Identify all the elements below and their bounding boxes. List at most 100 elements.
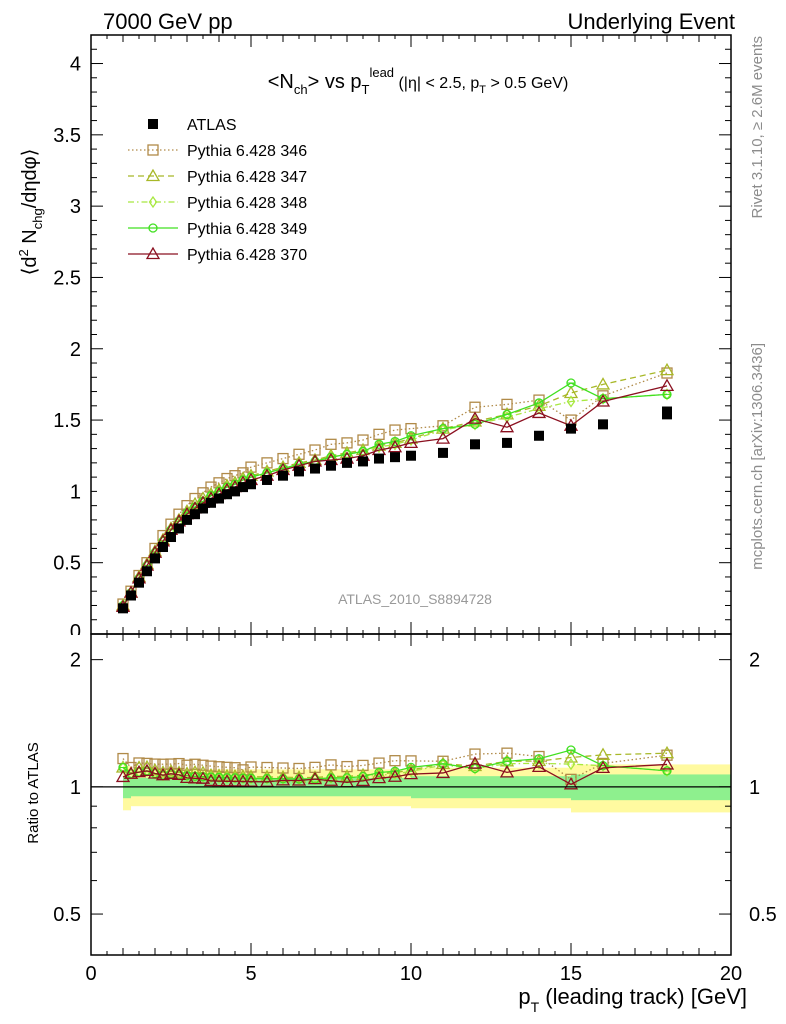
data-point-ratio <box>531 753 547 767</box>
data-point-ratio <box>230 771 240 785</box>
data-point-ratio <box>387 769 403 782</box>
legend-marker <box>148 119 158 129</box>
ratio-y-tick-label-right: 2 <box>749 650 760 672</box>
legend-label: Pythia 6.428 370 <box>187 247 307 264</box>
data-point-ratio <box>179 770 195 784</box>
data-point-ratio <box>245 761 257 773</box>
data-point-ratio <box>406 765 416 778</box>
data-point-atlas <box>214 493 224 504</box>
legend-label: Pythia 6.428 348 <box>187 195 307 212</box>
data-point-atlas <box>358 456 368 467</box>
data-point-ratio <box>118 761 128 774</box>
data-point-atlas <box>118 603 128 614</box>
data-point-ratio <box>227 774 243 787</box>
data-point-ratio <box>198 770 208 783</box>
data-point-atlas <box>134 577 144 588</box>
data-point-ratio <box>211 773 227 787</box>
data-point-ratio <box>291 773 307 786</box>
data-point-ratio <box>139 763 155 777</box>
x-tick-label: 20 <box>720 963 742 985</box>
rivet-version-label: Rivet 3.1.10, ≥ 2.6M events <box>749 36 766 219</box>
data-point-atlas <box>470 439 480 450</box>
series-layer <box>115 362 675 790</box>
data-point-atlas <box>166 532 176 543</box>
data-point-ratio <box>189 758 201 770</box>
series-pythia-6.428-346 <box>117 367 673 786</box>
data-point-main <box>595 377 611 390</box>
y-tick-label: 0 <box>70 621 81 643</box>
data-point-ratio <box>325 759 337 771</box>
data-point-ratio <box>595 747 611 761</box>
y-tick-label: 3 <box>70 196 81 218</box>
data-point-ratio <box>563 777 579 790</box>
data-point-ratio <box>197 759 209 771</box>
ratio-y-axis-label: Ratio to ATLAS <box>25 742 42 843</box>
header-left: 7000 GeV pp <box>103 9 233 34</box>
data-point-main <box>659 378 675 391</box>
data-point-ratio <box>155 767 171 781</box>
header-right: Underlying Event <box>567 9 735 34</box>
data-point-main <box>531 405 547 419</box>
data-point-ratio <box>595 760 611 774</box>
data-point-ratio <box>235 774 251 787</box>
x-tick-label: 10 <box>400 963 422 985</box>
main-y-axis-label: ⟨d2 Nchg/dηdφ⟩ <box>16 149 45 276</box>
data-point-ratio <box>355 773 371 787</box>
data-point-atlas <box>262 474 272 485</box>
ratio-y-tick-label-right: 0.5 <box>749 904 777 926</box>
data-point-atlas <box>150 553 160 564</box>
data-point-atlas <box>206 497 216 508</box>
data-point-atlas <box>174 523 184 534</box>
data-point-ratio <box>659 745 675 759</box>
data-point-atlas <box>190 509 200 520</box>
main-title: <Nch> vs pTlead (|η| < 2.5, pT > 0.5 GeV… <box>268 65 569 97</box>
data-point-atlas <box>246 479 256 490</box>
data-point-ratio <box>203 773 219 787</box>
data-point-main <box>659 362 675 376</box>
data-point-ratio <box>275 773 291 786</box>
svg-text:<Nch> vs pTlead (|η| < 2.5, pT: <Nch> vs pTlead (|η| < 2.5, pT > 0.5 GeV… <box>268 65 569 97</box>
data-point-ratio <box>659 757 675 770</box>
data-point-ratio <box>467 756 483 769</box>
ratio-y-tick-label-left: 1 <box>70 777 81 799</box>
data-point-ratio <box>243 774 259 787</box>
data-point-ratio <box>123 766 139 779</box>
data-point-atlas <box>222 489 232 500</box>
data-point-ratio <box>131 764 147 778</box>
data-point-ratio <box>195 771 211 784</box>
series-pythia-6.428-348 <box>118 388 672 786</box>
data-point-ratio <box>187 771 203 784</box>
data-point-main <box>435 431 451 444</box>
data-point-ratio <box>563 750 579 763</box>
data-point-ratio <box>371 770 387 784</box>
data-point-atlas <box>342 457 352 468</box>
legend-marker <box>145 168 161 182</box>
x-axis-label: pT (leading track) [GeV] <box>518 984 747 1015</box>
ratio-y-tick-label-left: 2 <box>70 650 81 672</box>
data-point-ratio <box>147 762 163 776</box>
data-point-main <box>534 402 544 415</box>
data-point-atlas <box>534 430 544 441</box>
data-point-atlas <box>374 453 384 464</box>
data-point-ratio <box>222 771 232 784</box>
y-tick-label: 1.5 <box>53 410 81 432</box>
data-point-ratio <box>139 759 155 773</box>
data-point-ratio <box>246 772 256 785</box>
data-point-ratio <box>214 771 224 784</box>
data-point-atlas <box>310 463 320 474</box>
data-point-ratio <box>307 771 323 785</box>
y-tick-label: 2.5 <box>53 267 81 289</box>
svg-text:pT (leading track) [GeV]: pT (leading track) [GeV] <box>518 984 747 1015</box>
data-point-ratio <box>262 772 272 785</box>
y-tick-label: 4 <box>70 54 81 76</box>
legend-label: Pythia 6.428 347 <box>187 169 307 186</box>
data-point-main <box>469 401 481 413</box>
ratio-y-tick-label-right: 1 <box>749 777 760 799</box>
data-point-atlas <box>598 419 608 430</box>
y-tick-label: 0.5 <box>53 553 81 575</box>
data-point-atlas <box>142 566 152 577</box>
data-point-ratio <box>219 774 235 787</box>
data-point-main <box>467 411 483 424</box>
mcplots-label: mcplots.cern.ch [arXiv:1306.3436] <box>749 343 766 570</box>
